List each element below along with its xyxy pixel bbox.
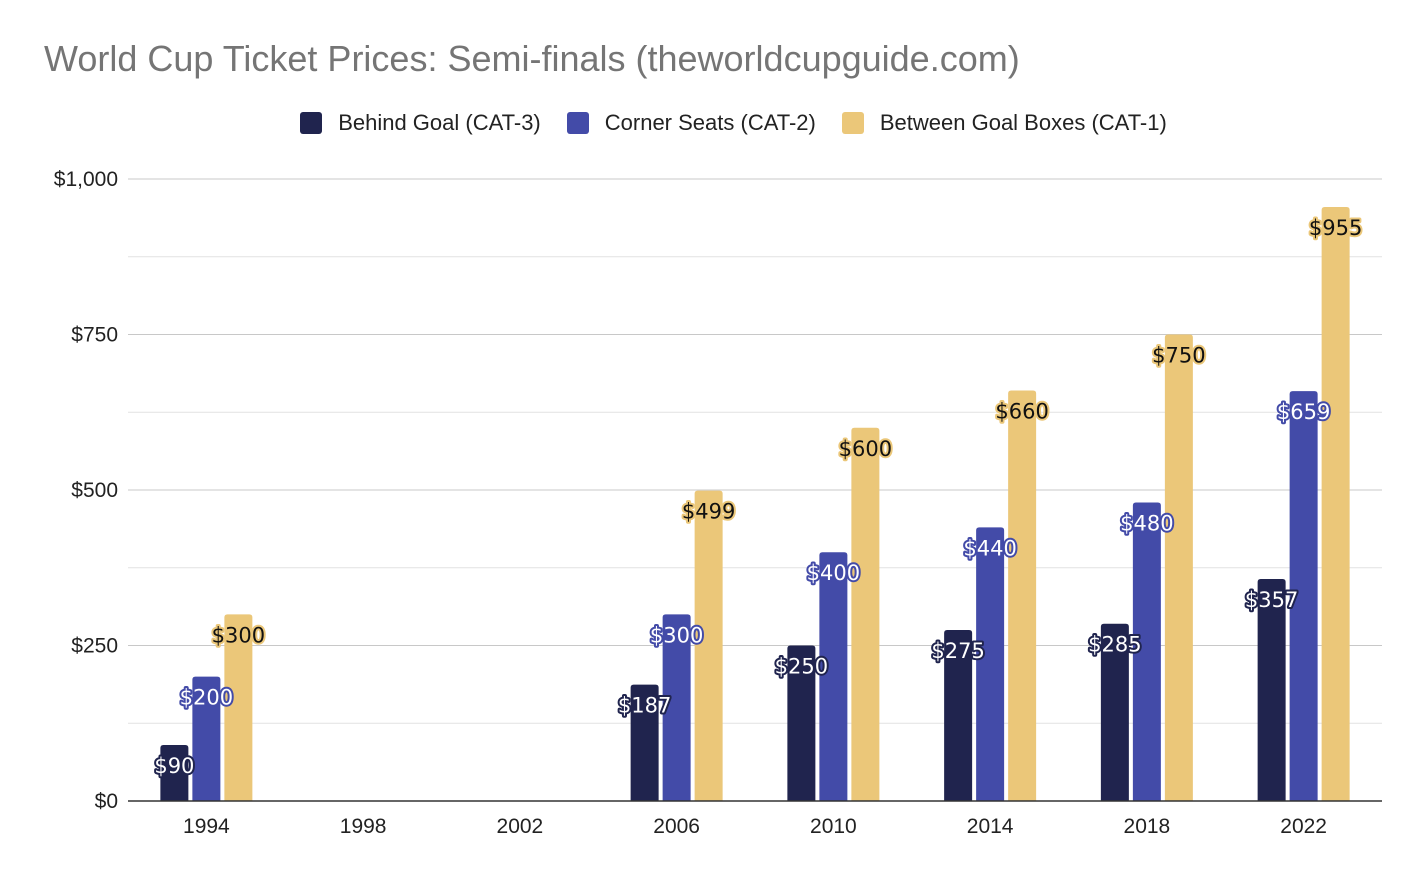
bar [976,527,1005,801]
bar [1132,502,1161,801]
legend-label-behind-goal: Behind Goal (CAT-3) [338,110,541,135]
bar [694,490,723,801]
bar [1100,623,1129,801]
bar [1008,390,1037,801]
bar [160,745,189,801]
bar [1321,206,1350,802]
bar [1289,391,1318,801]
data-label: $480 [1120,511,1173,535]
x-tick-label: 2022 [1280,815,1327,838]
x-tick-label: 2018 [1124,815,1171,838]
data-label: $187 [618,694,671,718]
legend: Behind Goal (CAT-3) Corner Seats (CAT-2)… [0,110,1427,136]
bar [630,684,659,801]
bar [192,676,221,801]
data-label: $400 [807,561,860,585]
data-label: $955 [1309,216,1362,240]
data-label: $275 [931,639,984,663]
bar [224,614,253,801]
data-label: $250 [775,655,828,679]
y-tick-label: $500 [71,479,118,502]
legend-swatch-corner-seats [566,112,589,134]
data-label: $499 [682,500,735,524]
legend-item-corner-seats: Corner Seats (CAT-2) [566,110,816,136]
y-tick-label: $250 [71,635,118,658]
legend-swatch-between-goal-boxes [841,112,864,134]
x-tick-label: 2006 [653,815,700,838]
data-label: $357 [1245,588,1298,612]
y-tick-label: $1,000 [54,168,118,191]
bar [787,645,816,801]
bar [819,552,848,801]
bar [944,629,973,801]
data-label: $90 [154,754,194,778]
bar [662,614,691,801]
bar [1164,334,1193,801]
legend-swatch-behind-goal [300,112,323,134]
x-tick-label: 2010 [810,815,857,838]
y-tick-label: $750 [71,324,118,347]
x-tick-label: 1994 [183,815,230,838]
data-label: $300 [212,623,265,647]
legend-label-corner-seats: Corner Seats (CAT-2) [604,110,816,135]
data-label: $600 [839,437,892,461]
x-tick-label: 2002 [497,815,544,838]
x-tick-label: 1998 [340,815,387,838]
bar [851,427,880,801]
data-label: $200 [180,686,233,710]
data-label: $659 [1277,400,1330,424]
data-label: $750 [1152,344,1205,368]
y-tick-label: $0 [95,790,118,813]
legend-item-behind-goal: Behind Goal (CAT-3) [300,110,541,136]
data-label: $440 [963,536,1016,560]
x-tick-label: 2014 [967,815,1014,838]
data-label: $300 [650,623,703,647]
bar [1257,578,1286,801]
data-label: $285 [1088,633,1141,657]
legend-item-between-goal-boxes: Between Goal Boxes (CAT-1) [841,110,1167,136]
legend-label-between-goal-boxes: Between Goal Boxes (CAT-1) [879,110,1167,135]
data-label: $660 [995,399,1048,423]
chart-title: World Cup Ticket Prices: Semi-finals (th… [44,38,1020,79]
